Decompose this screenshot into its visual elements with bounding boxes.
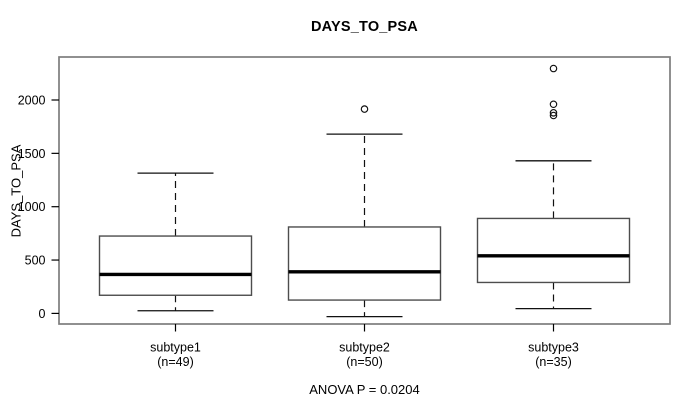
boxplot-group-subtype3: subtype3(n=35) [476,64,631,369]
boxplot-group-subtype1: subtype1(n=49) [98,172,253,369]
outlier-point [549,111,558,120]
chart-title: DAYS_TO_PSA [311,19,418,35]
x-category-sublabel: (n=35) [535,355,571,369]
anova-caption: ANOVA P = 0.0204 [309,382,420,397]
iqr-box [98,235,253,296]
iqr-box [287,226,442,301]
outlier-point [549,100,558,109]
iqr-box [476,217,631,284]
x-category-sublabel: (n=49) [157,355,193,369]
x-category-label: subtype3 [528,341,579,355]
outlier-point [549,109,558,117]
x-category-sublabel: (n=50) [346,355,382,369]
x-category-label: subtype1 [150,341,201,355]
y-axis-tick-label: 500 [25,253,46,267]
boxplot-group-subtype2: subtype2(n=50) [287,105,442,369]
outlier-point [360,105,369,113]
outlier-point [549,64,558,73]
x-category-label: subtype2 [339,341,390,355]
y-axis-tick-label: 1500 [18,147,46,161]
y-axis-tick-label: 2000 [18,93,46,107]
y-axis-tick-label: 0 [39,307,46,321]
y-axis-tick-label: 1000 [18,200,46,214]
